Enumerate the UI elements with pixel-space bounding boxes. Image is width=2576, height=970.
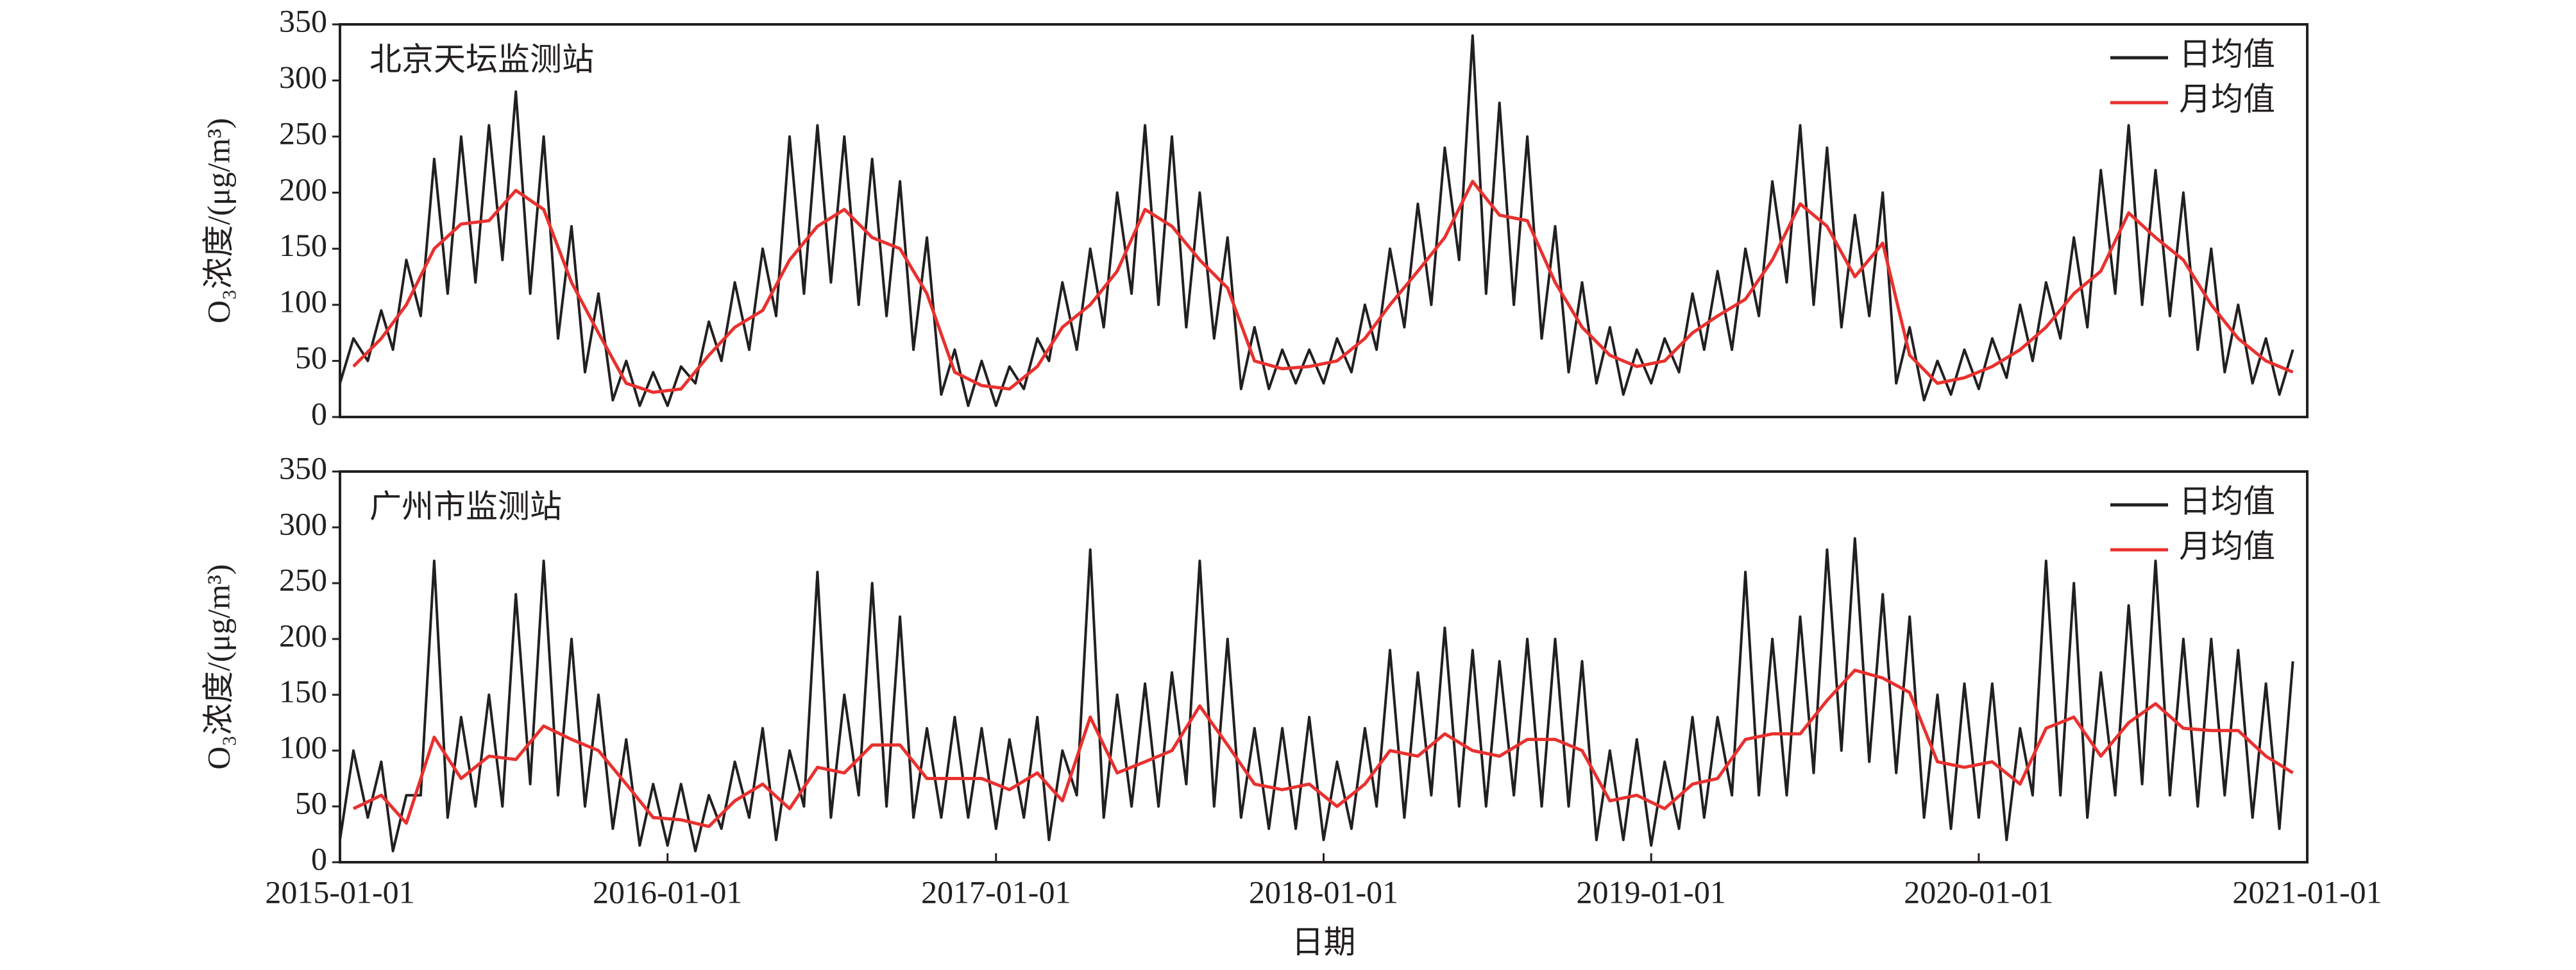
y-tick-label: 250: [279, 561, 327, 597]
panel-label: 广州市监测站: [369, 488, 562, 525]
series-line: [340, 537, 2294, 853]
legend-label: 月均值: [2179, 528, 2275, 564]
x-tick-label: 2017-01-01: [921, 874, 1071, 910]
y-tick-label: 150: [279, 673, 327, 709]
x-tick-label: 2021-01-01: [2232, 874, 2382, 910]
y-tick-label: 50: [295, 785, 327, 821]
x-tick-label: 2016-01-01: [593, 874, 742, 910]
series-line: [352, 668, 2294, 828]
plot-frame: [339, 470, 2309, 864]
y-tick-label: 0: [311, 840, 327, 876]
y-tick-label: 50: [295, 339, 327, 375]
y-tick-label: 0: [311, 395, 327, 431]
y-axis-label: O₃浓度/(μg/m³): [200, 118, 236, 323]
x-tick-label: 2020-01-01: [1904, 874, 2053, 910]
series-line: [340, 34, 2294, 407]
x-tick-label: 2018-01-01: [1249, 874, 1398, 910]
y-tick-label: 100: [279, 729, 327, 765]
y-tick-label: 100: [279, 284, 327, 319]
y-tick-label: 150: [279, 227, 327, 263]
y-tick-label: 350: [279, 450, 327, 486]
x-axis-label: 日期: [1292, 924, 1356, 961]
plot-frame: [339, 23, 2309, 418]
x-tick-label: 2015-01-01: [265, 874, 414, 910]
y-tick-label: 300: [279, 59, 327, 95]
legend-label: 月均值: [2179, 81, 2275, 117]
y-tick-label: 350: [279, 3, 327, 38]
panel-label: 北京天坛监测站: [369, 41, 594, 78]
legend-label: 日均值: [2179, 36, 2275, 72]
x-tick-label: 2019-01-01: [1577, 874, 1726, 910]
y-axis-label: O₃浓度/(μg/m³): [200, 564, 236, 769]
y-tick-label: 250: [279, 115, 327, 151]
y-tick-label: 200: [279, 171, 327, 207]
y-tick-label: 200: [279, 617, 327, 653]
series-line: [352, 180, 2294, 394]
legend-label: 日均值: [2179, 483, 2275, 519]
y-tick-label: 300: [279, 506, 327, 541]
